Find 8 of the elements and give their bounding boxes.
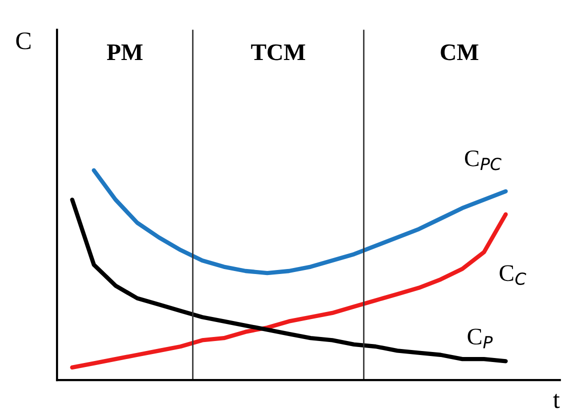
text: TCM xyxy=(251,44,306,60)
x-axis-title: t xyxy=(553,394,560,408)
series-label: C$_{C}$ xyxy=(500,265,526,285)
text: PM xyxy=(106,44,143,60)
text: CM xyxy=(440,44,478,60)
series-label: C$_{PC}$ xyxy=(464,150,502,170)
y-axis-title: C xyxy=(16,32,31,50)
series-label: C$_{P}$ xyxy=(468,328,493,348)
